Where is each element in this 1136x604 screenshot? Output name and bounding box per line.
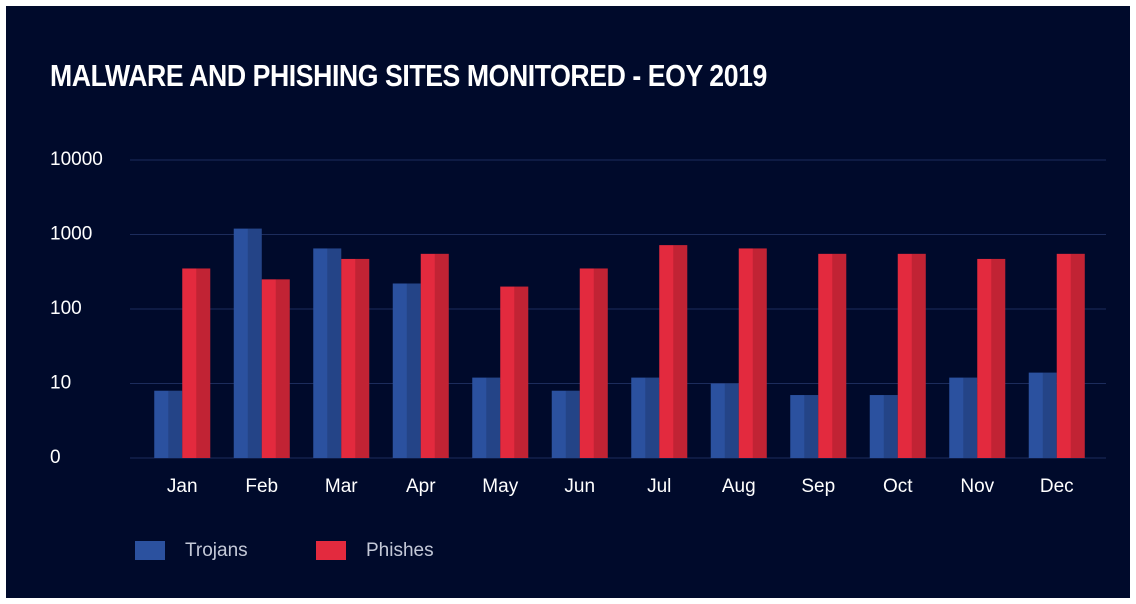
bar bbox=[897, 253, 926, 458]
bar bbox=[233, 228, 262, 458]
bar bbox=[710, 383, 739, 458]
bar bbox=[1028, 372, 1057, 458]
y-tick-label: 10000 bbox=[50, 149, 103, 170]
legend-swatch bbox=[135, 541, 165, 560]
bar bbox=[738, 248, 767, 458]
x-tick-label: Feb bbox=[245, 476, 278, 497]
bar bbox=[392, 283, 421, 458]
bar bbox=[869, 395, 898, 458]
bar bbox=[1056, 253, 1085, 458]
x-tick-label: Mar bbox=[325, 476, 358, 497]
y-tick-label: 0 bbox=[50, 447, 61, 468]
bar bbox=[500, 286, 529, 458]
y-tick-label: 1000 bbox=[50, 224, 92, 245]
bar bbox=[977, 258, 1006, 458]
background bbox=[6, 6, 1130, 598]
bar bbox=[341, 258, 370, 458]
bar bbox=[313, 248, 342, 458]
bar bbox=[631, 377, 660, 458]
x-tick-label: May bbox=[482, 476, 518, 497]
bar bbox=[790, 395, 819, 458]
legend-label: Trojans bbox=[185, 540, 248, 561]
bar bbox=[579, 268, 608, 458]
bar bbox=[551, 390, 580, 458]
x-tick-label: Oct bbox=[883, 476, 913, 497]
x-tick-label: Jan bbox=[167, 476, 198, 497]
bar bbox=[818, 253, 847, 458]
x-tick-label: Aug bbox=[722, 476, 756, 497]
x-tick-label: Nov bbox=[960, 476, 994, 497]
legend-label: Phishes bbox=[366, 540, 434, 561]
legend-swatch bbox=[316, 541, 346, 560]
x-tick-label: Jun bbox=[564, 476, 595, 497]
bar bbox=[659, 245, 688, 458]
x-tick-label: Jul bbox=[647, 476, 671, 497]
bar bbox=[182, 268, 211, 458]
bar bbox=[154, 390, 183, 458]
y-tick-label: 100 bbox=[50, 298, 82, 319]
bar bbox=[472, 377, 501, 458]
chart-title: MALWARE AND PHISHING SITES MONITORED - E… bbox=[50, 59, 767, 93]
x-tick-label: Sep bbox=[801, 476, 835, 497]
bar bbox=[261, 279, 290, 458]
bar bbox=[949, 377, 978, 458]
x-tick-label: Apr bbox=[406, 476, 436, 497]
bar bbox=[420, 253, 449, 458]
x-tick-label: Dec bbox=[1040, 476, 1074, 497]
y-tick-label: 10 bbox=[50, 373, 71, 394]
